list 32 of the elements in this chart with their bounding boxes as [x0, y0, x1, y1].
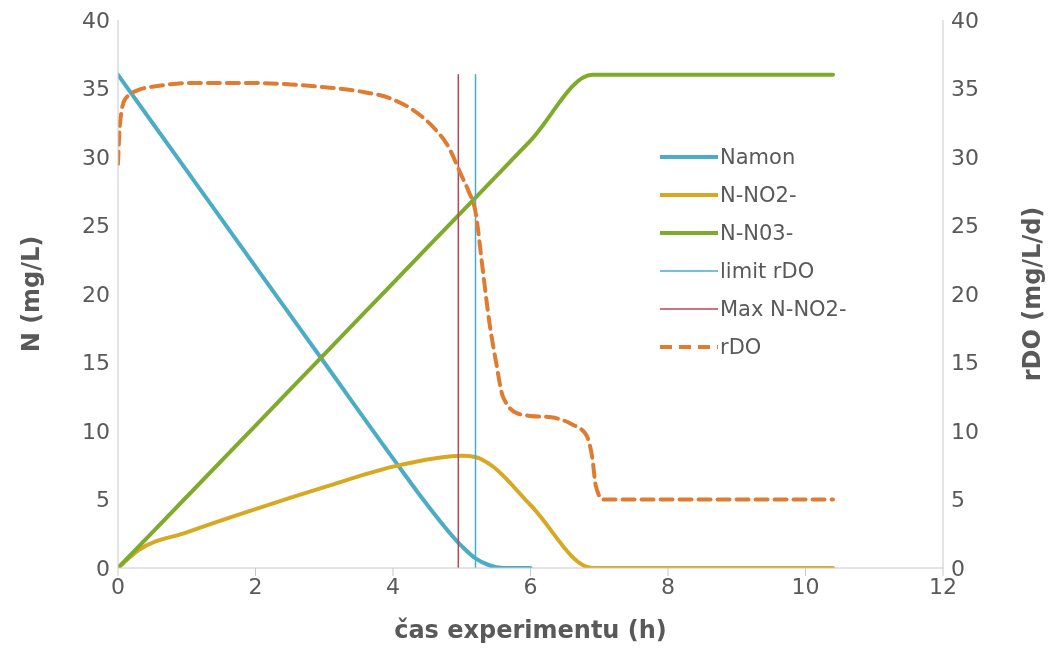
- y-tick-label: 5: [96, 487, 110, 513]
- y2-tick-label: 30: [951, 144, 979, 170]
- y2-tick-label: 15: [951, 350, 979, 376]
- legend-label: Namon: [720, 145, 796, 169]
- y2-tick-label: 40: [951, 7, 979, 33]
- y2-axis-title: rDO (mg/L/d): [1017, 206, 1046, 382]
- y-tick-label: 10: [82, 418, 110, 444]
- y-tick-label: 15: [82, 350, 110, 376]
- y2-tick-label: 35: [951, 76, 979, 102]
- y-tick-label: 40: [82, 7, 110, 33]
- y-tick-label: 35: [82, 76, 110, 102]
- x-tick-label: 8: [661, 573, 675, 599]
- y-tick-label: 20: [82, 281, 110, 307]
- y2-tick-label: 10: [951, 418, 979, 444]
- x-tick-label: 2: [248, 573, 263, 599]
- y2-tick-label: 25: [951, 213, 979, 239]
- legend-label: N-N03-: [720, 221, 794, 245]
- x-tick-label: 4: [386, 573, 400, 599]
- y2-tick-label: 20: [951, 281, 979, 307]
- line-series: [118, 72, 533, 568]
- x-tick-label: 10: [791, 573, 820, 599]
- legend-label: Max N-NO2-: [720, 297, 847, 321]
- x-axis-title: čas experimentu (h): [394, 616, 667, 644]
- legend-label: N-NO2-: [720, 183, 797, 207]
- y-tick-label: 0: [96, 555, 110, 581]
- y-tick-label: 25: [82, 213, 110, 239]
- y-tick-label: 30: [82, 144, 110, 170]
- x-tick-label: 6: [523, 573, 538, 599]
- y2-tick-label: 5: [951, 487, 965, 513]
- legend-label: rDO: [720, 335, 762, 359]
- legend-label: limit rDO: [720, 259, 815, 283]
- y-axis-title: N (mg/L): [16, 235, 45, 353]
